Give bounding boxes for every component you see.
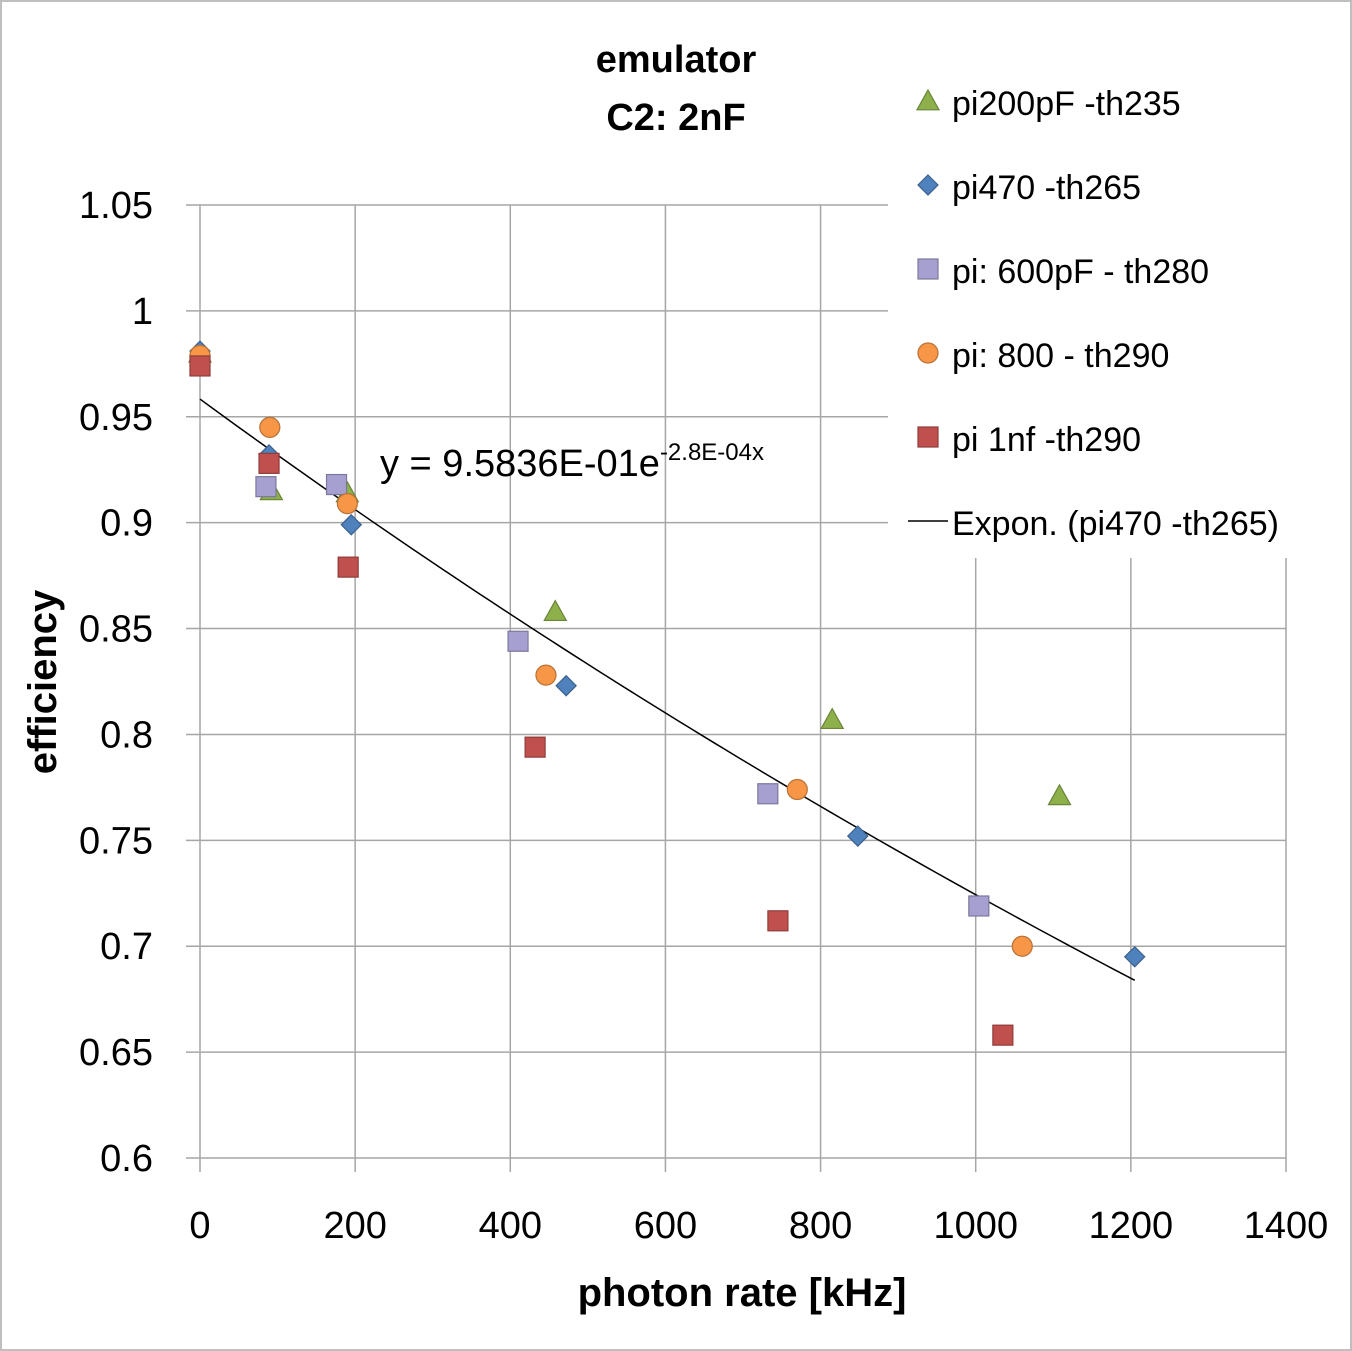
data-point [543,599,568,622]
data-point [555,674,577,697]
x-tick-label: 0 [189,1205,210,1247]
x-axis-title: photon rate [kHz] [578,1271,907,1315]
x-tick-label: 1400 [1244,1205,1329,1247]
data-point [189,355,211,377]
series-4 [189,355,1014,1046]
y-tick-label: 0.6 [100,1138,153,1180]
y-tick-label: 1 [132,291,153,333]
x-tick-label: 1000 [933,1205,1018,1247]
y-tick-label: 0.7 [100,926,153,968]
data-point [786,778,808,801]
x-tick-label: 600 [634,1205,697,1247]
legend: pi200pF -th235 pi470 -th265 pi: 600pF - th… [908,85,1279,543]
data-point [255,476,277,498]
legend-label: pi200pF -th235 [952,85,1181,123]
legend-box [888,60,1338,558]
data-points [187,340,1146,1046]
data-point [259,416,281,438]
y-tick-label: 0.9 [100,503,153,545]
y-axis-title: efficiency [21,589,65,774]
y-tick-label: 1.05 [79,185,153,227]
y-tick-label: 0.65 [79,1032,153,1074]
y-tick-label: 0.85 [79,609,153,651]
series-2 [255,473,990,917]
tick-labels: 0.6 0.65 0.7 0.75 0.8 0.85 0.9 0.95 1 1.05 0 200 400… [79,185,1328,1247]
data-point [507,630,529,652]
legend-marker [917,342,939,364]
x-tick-label: 1200 [1089,1205,1174,1247]
data-point [846,825,869,847]
x-tick-label: 800 [789,1205,852,1247]
chart-title-line-1: emulator [596,39,757,81]
legend-marker [915,88,941,111]
data-point [1047,783,1072,806]
legend-label: pi: 600pF - th280 [952,253,1209,291]
legend-label: pi: 800 - th290 [952,337,1169,375]
data-point [1123,945,1146,968]
data-point [992,1024,1014,1046]
legend-label: pi470 -th265 [952,169,1141,207]
legend-label-trendline: Expon. (pi470 -th265) [952,505,1279,543]
data-point [337,556,359,578]
data-point [258,452,280,474]
y-tick-label: 0.8 [100,714,153,756]
trendline-equation: y = 9.5836E-01e-2.8E-04x [380,439,764,485]
data-point [1011,935,1033,957]
data-point [757,783,779,805]
legend-marker [917,426,939,448]
y-tick-label: 0.95 [79,397,153,439]
data-point [535,664,557,686]
trendline-equation-exponent: -2.8E-04x [660,439,764,466]
series-3 [189,344,1033,957]
data-point [340,513,363,536]
data-point [336,493,358,515]
data-point [767,910,789,932]
legend-label: pi 1nf -th290 [952,421,1141,459]
y-tick-label: 0.75 [79,820,153,862]
trendline-equation-main: y = 9.5836E-01e [380,443,660,485]
x-tick-label: 200 [323,1205,386,1247]
legend-marker [917,258,939,280]
x-tick-label: 400 [479,1205,542,1247]
chart-title-line-2: C2: 2nF [606,97,745,139]
data-point [820,707,845,730]
legend-background [888,60,1338,558]
data-point [325,473,348,496]
data-point [524,736,546,758]
data-point [968,895,990,917]
legend-marker [917,174,939,196]
